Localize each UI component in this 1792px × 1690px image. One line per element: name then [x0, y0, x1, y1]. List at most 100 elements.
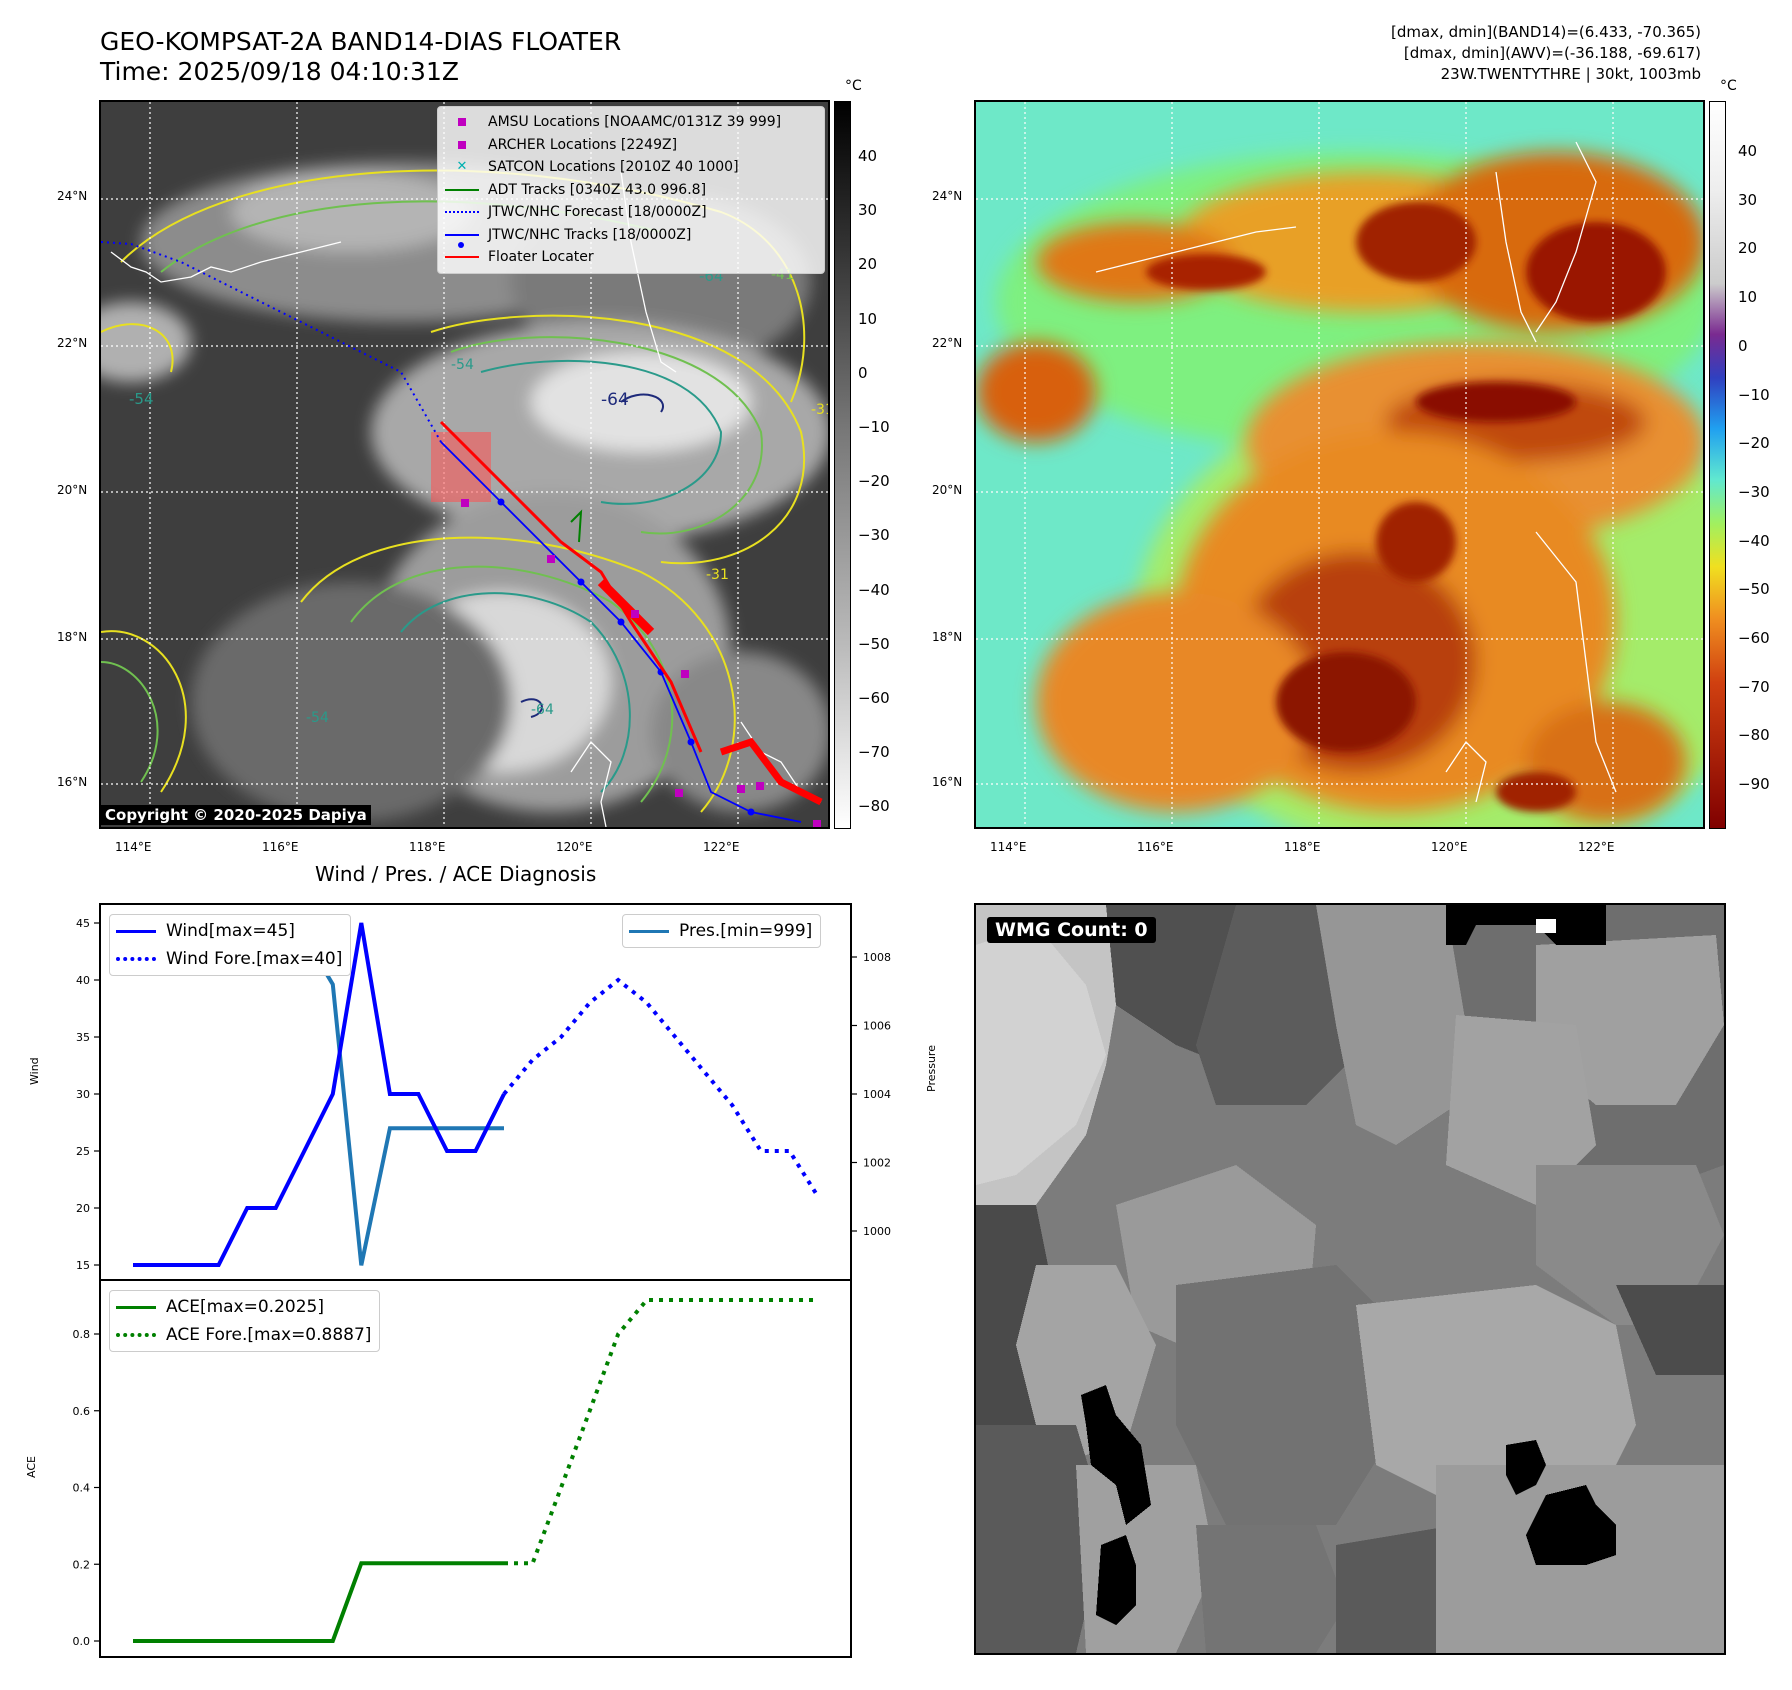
colorbar-tick-label: 10: [1738, 288, 1758, 307]
wind-tick-label: 15: [76, 1259, 90, 1272]
ace-legend: ACE[max=0.2025] ACE Fore.[max=0.8887]: [109, 1290, 381, 1352]
lon-tick-label: 118°E: [409, 840, 446, 854]
wind-forecast-series-line: [502, 977, 820, 1198]
ace-tick-label: 0.6: [73, 1405, 91, 1418]
wind-legend: Wind[max=45] Wind Fore.[max=40]: [109, 914, 352, 976]
wind-tick-label: 25: [76, 1145, 90, 1158]
legend-item-jtwc-forecast: JTWC/NHC Forecast [18/0000Z]: [444, 201, 816, 224]
pressure-axis-label: Pressure: [925, 1045, 938, 1092]
legend-item-jtwc-tracks: JTWC/NHC Tracks [18/0000Z]: [444, 224, 816, 248]
colorbar-tick-label: −80: [858, 797, 890, 816]
ace-tick-label: 0.4: [73, 1482, 91, 1495]
colorbar-tick-label: −80: [1738, 726, 1770, 745]
floater-track: [439, 420, 703, 753]
ace-series-line: [133, 1561, 504, 1643]
legend-item-wind: Wind[max=45]: [116, 917, 342, 945]
colorbar-tick-label: 10: [858, 309, 878, 328]
contour-label: -54: [129, 390, 154, 408]
contour-label: -64: [531, 702, 554, 718]
right-color-ir-map: [974, 100, 1705, 829]
lon-tick-label: 116°E: [262, 840, 299, 854]
lon-tick-label: 118°E: [1284, 840, 1321, 854]
colorbar-tick-label: −50: [858, 634, 890, 653]
square-marker-icon: [458, 140, 466, 149]
lat-tick-label: 18°N: [932, 630, 963, 644]
lat-tick-label: 24°N: [932, 189, 963, 203]
jtwc-forecast-line: [101, 241, 442, 443]
colorbar-tick-label: −70: [858, 743, 890, 762]
legend-item-archer: ARCHER Locations [2249Z]: [444, 134, 816, 157]
adt-track: [570, 509, 583, 543]
colorbar-tick-label: 0: [1738, 336, 1748, 355]
wind-tick-label: 35: [76, 1031, 90, 1044]
lat-tick-label: 20°N: [57, 483, 88, 497]
contour-label: -31: [706, 567, 729, 583]
copyright-badge: Copyright © 2020-2025 Dapiya: [101, 805, 371, 825]
legend-item-satcon: ✕ SATCON Locations [2010Z 40 1000]: [444, 156, 816, 179]
ace-tick-label: 0.2: [73, 1558, 91, 1571]
colorbar-tick-label: 30: [1738, 190, 1758, 209]
diagnosis-title: Wind / Pres. / ACE Diagnosis: [315, 862, 597, 886]
lon-tick-label: 122°E: [1578, 840, 1615, 854]
wind-axis-label: Wind: [28, 1057, 41, 1085]
lon-tick-label: 120°E: [1431, 840, 1468, 854]
colorbar-tick-label: −40: [858, 580, 890, 599]
colorbar-tick-label: −30: [858, 526, 890, 545]
contour-label: -54: [306, 710, 329, 726]
ace-axis-label: ACE: [25, 1456, 38, 1478]
contour-label: -64: [601, 390, 629, 410]
colorbar-tick-label: 30: [858, 201, 878, 220]
lon-tick-label: 122°E: [703, 840, 740, 854]
lat-tick-label: 16°N: [932, 775, 963, 789]
square-marker-icon: [458, 118, 466, 127]
line-icon: [629, 929, 669, 933]
right-colorbar-unit: °C: [1720, 78, 1737, 94]
colorbar-tick-label: 0: [858, 363, 868, 382]
colorbar-tick-label: 40: [1738, 142, 1758, 160]
dotted-line-icon: [116, 957, 156, 961]
dotted-line-icon: [445, 211, 479, 214]
left-ir-map: -64 -54 -31 -41 -64 -54 -31 -64 -54 AMSU…: [99, 100, 830, 829]
legend-item-ace-fore: ACE Fore.[max=0.8887]: [116, 1321, 371, 1349]
band14-range: [dmax, dmin](BAND14)=(6.433, -70.365): [1390, 23, 1701, 41]
left-ir-imagery: [101, 102, 828, 827]
line-icon: [445, 256, 479, 259]
ace-tick-label: 0.0: [73, 1635, 91, 1648]
pressure-legend: Pres.[min=999]: [622, 914, 822, 948]
colorbar-tick-label: 20: [1738, 239, 1758, 258]
x-marker-icon: ✕: [456, 159, 468, 174]
colorbar-tick-label: −60: [1738, 629, 1770, 647]
left-colorbar-unit: °C: [845, 78, 862, 94]
lat-tick-label: 20°N: [932, 483, 963, 497]
colorbar-tick-label: −30: [1738, 482, 1770, 501]
colorbar-tick-label: −10: [858, 418, 890, 436]
lon-tick-label: 114°E: [990, 840, 1027, 854]
figure-time: Time: 2025/09/18 04:10:31Z: [100, 57, 459, 86]
line-icon: [445, 188, 479, 191]
colorbar-tick-label: −70: [1738, 677, 1770, 696]
lat-tick-label: 16°N: [57, 775, 88, 789]
colorbar-tick-label: −40: [1738, 531, 1770, 550]
dotted-line-icon: [116, 1333, 156, 1337]
wmg-panel: WMG Count: 0: [974, 903, 1726, 1655]
legend-item-wind-fore: Wind Fore.[max=40]: [116, 945, 342, 973]
colorbar-tick-label: −20: [858, 472, 890, 491]
wmg-imagery: [976, 905, 1724, 1653]
storm-info: 23W.TWENTYTHRE | 30kt, 1003mb: [1440, 65, 1701, 83]
contour-label: -54: [451, 357, 474, 373]
colorbar-tick-label: −50: [1738, 580, 1770, 599]
lon-tick-label: 116°E: [1137, 840, 1174, 854]
right-colorbar: [1709, 101, 1726, 829]
legend-item-floater: Floater Locater: [444, 246, 816, 269]
map-legend: AMSU Locations [NOAAMC/0131Z 39 999] ARC…: [437, 106, 825, 274]
line-dot-icon: [445, 233, 479, 236]
colorbar-tick-label: −90: [1738, 775, 1770, 794]
colorbar-tick-label: 20: [858, 255, 878, 274]
wind-tick-label: 40: [76, 974, 90, 987]
lat-tick-label: 22°N: [932, 336, 963, 350]
right-ir-imagery: [976, 102, 1703, 827]
pressure-tick-label: 1002: [863, 1157, 891, 1170]
left-colorbar: [834, 101, 851, 829]
lat-tick-label: 24°N: [57, 189, 88, 203]
line-icon: [116, 1305, 156, 1309]
